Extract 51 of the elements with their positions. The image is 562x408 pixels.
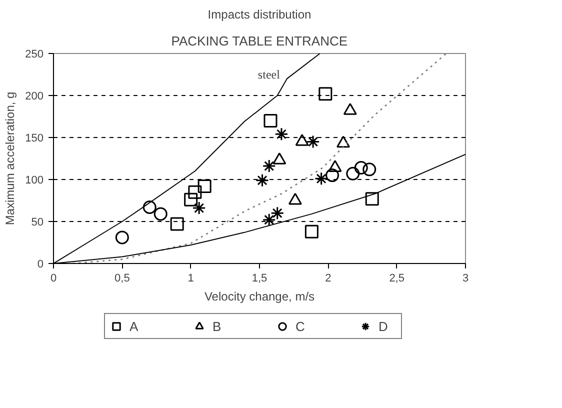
point	[262, 213, 276, 227]
point	[362, 162, 376, 176]
point	[346, 166, 360, 180]
legend-label: A	[130, 318, 140, 334]
point	[336, 136, 350, 148]
x-tick-label: 2,5	[389, 272, 404, 284]
point	[328, 160, 342, 172]
point	[354, 161, 368, 174]
y-tick-label: 250	[25, 48, 44, 60]
x-axis-title: Velocity change, m/s	[204, 290, 315, 304]
point	[304, 224, 318, 238]
y-tick-label: 100	[25, 174, 44, 186]
point	[306, 134, 320, 148]
x-tick-label: 2	[325, 272, 332, 284]
point	[270, 206, 284, 220]
point	[192, 201, 206, 215]
chart-title: Impacts distribution	[208, 8, 312, 22]
point	[343, 102, 357, 115]
point	[154, 207, 168, 221]
legend-label: D	[378, 318, 389, 334]
point	[188, 185, 202, 199]
point	[255, 174, 269, 188]
chart-subtitle: PACKING TABLE ENTRANCE	[171, 34, 348, 48]
y-tick-label: 50	[31, 216, 44, 228]
point	[365, 192, 379, 206]
point	[318, 87, 332, 101]
line-series	[72, 54, 447, 264]
point	[115, 230, 129, 244]
y-tick-label: 200	[25, 90, 44, 102]
y-tick-label: 0	[37, 258, 44, 270]
point	[295, 134, 309, 146]
point	[184, 192, 198, 206]
point	[272, 152, 286, 164]
y-tick-label: 150	[25, 132, 44, 144]
point	[142, 200, 156, 214]
point	[262, 159, 276, 173]
x-tick-label: 0	[50, 272, 57, 284]
x-tick-label: 1,5	[252, 272, 268, 284]
point	[264, 114, 278, 128]
legend-label: B	[212, 318, 222, 334]
point	[274, 127, 288, 141]
point	[170, 217, 184, 231]
legend-label: C	[296, 318, 306, 334]
x-tick-label: 0,5	[114, 272, 130, 284]
y-axis-title: Maximum acceleration, g	[3, 92, 18, 226]
x-tick-label: 3	[462, 272, 469, 284]
point	[198, 179, 212, 193]
series-label: steel	[258, 68, 281, 82]
x-tick-label: 1	[188, 272, 194, 284]
point	[326, 168, 340, 182]
point	[314, 172, 328, 186]
